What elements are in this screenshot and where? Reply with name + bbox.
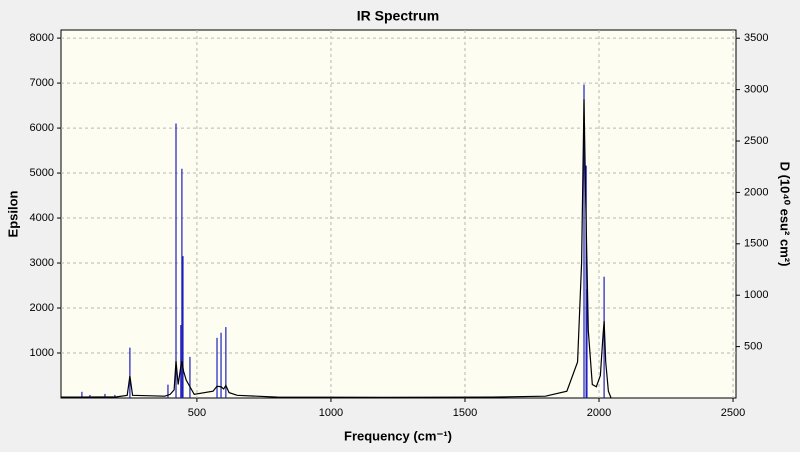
chart-title: IR Spectrum xyxy=(357,8,439,24)
plot-area xyxy=(60,29,737,399)
y2-tick-label: 1500 xyxy=(744,238,768,250)
y-tick-label: 8000 xyxy=(30,32,54,44)
y2-tick-label: 2000 xyxy=(744,186,768,198)
y2-axis-label: D (10⁴⁰ esu² cm²) xyxy=(778,162,793,267)
x-tick-label: 2500 xyxy=(721,407,745,419)
y-tick-label: 7000 xyxy=(30,77,54,89)
y-tick-label: 6000 xyxy=(30,122,54,134)
y-axis-label: Epsilon xyxy=(5,190,20,237)
y-tick-label: 2000 xyxy=(30,302,54,314)
y2-tick-label: 1000 xyxy=(744,289,768,301)
x-tick-label: 2000 xyxy=(587,407,611,419)
y-tick-label: 3000 xyxy=(30,257,54,269)
spectrum-line xyxy=(61,99,612,399)
y-tick-label: 4000 xyxy=(30,212,54,224)
y2-tick-label: 500 xyxy=(744,341,762,353)
x-tick-label: 500 xyxy=(188,407,206,419)
y-tick-label: 5000 xyxy=(30,167,54,179)
y-tick-label: 1000 xyxy=(30,347,54,359)
x-tick-label: 1500 xyxy=(453,407,477,419)
y2-tick-label: 3500 xyxy=(744,32,768,44)
x-tick-label: 1000 xyxy=(319,407,343,419)
y2-tick-label: 2500 xyxy=(744,135,768,147)
x-axis-label: Frequency (cm⁻¹) xyxy=(344,428,452,443)
y2-tick-label: 3000 xyxy=(744,84,768,96)
